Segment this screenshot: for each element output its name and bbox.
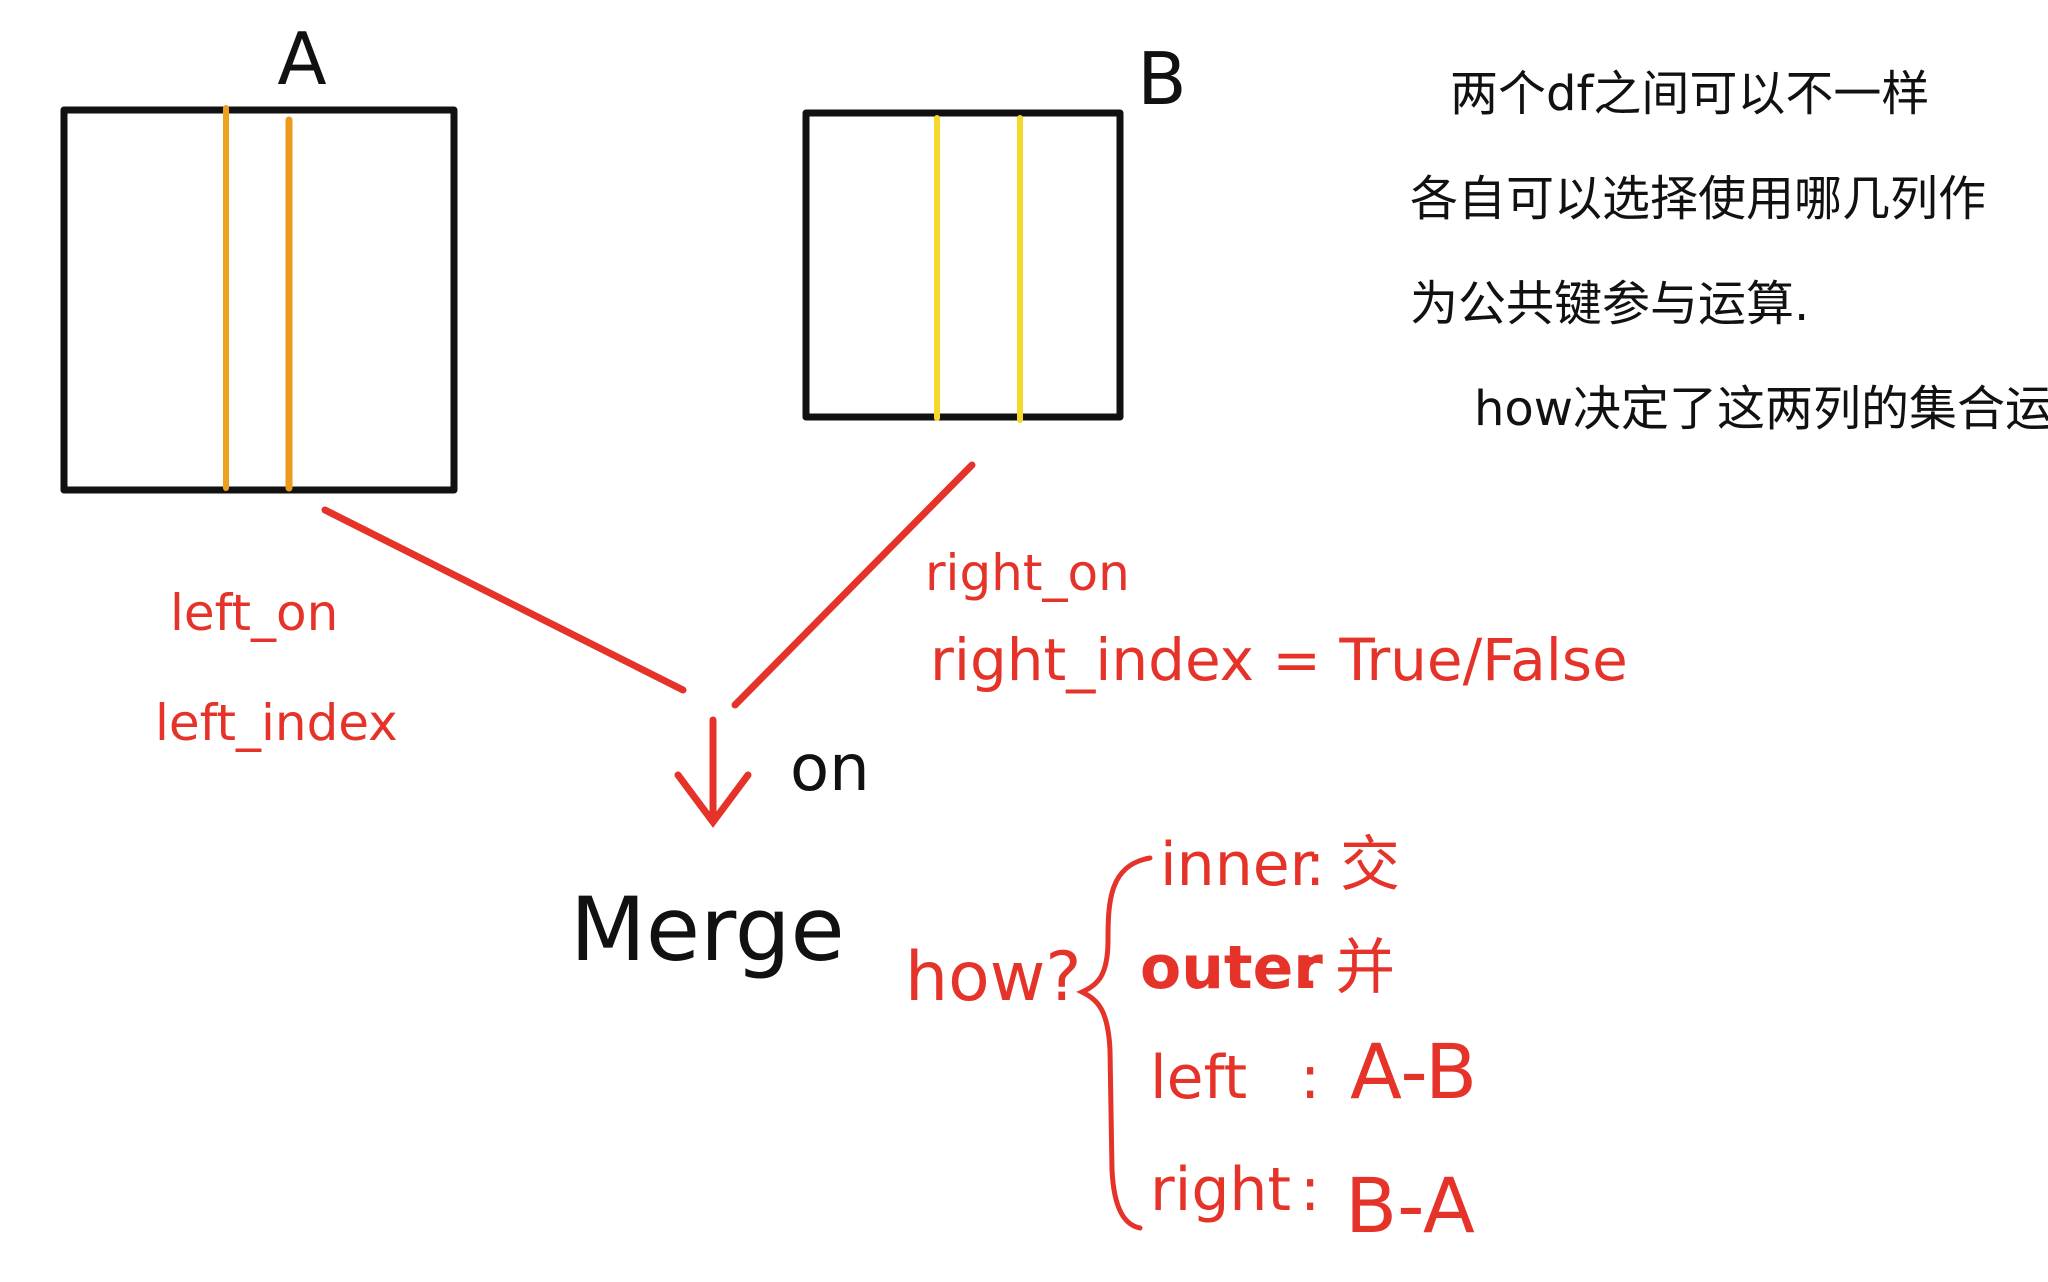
how-option-left-key: left <box>1150 1043 1247 1113</box>
table-a-label: A <box>277 17 326 101</box>
right-index-label: right_index = True/False <box>930 626 1628 694</box>
how-option-inner-key: inner <box>1160 830 1315 900</box>
how-option-outer-sep: : <box>1300 933 1320 1003</box>
left-on-label: left_on <box>170 584 338 642</box>
table-a-box <box>60 106 458 494</box>
how-option-left: left : A-B <box>1150 1027 1477 1116</box>
arrow-from-b <box>731 461 976 709</box>
how-option-right: right : B-A <box>1150 1155 1475 1250</box>
how-option-inner-sep: : <box>1305 830 1325 900</box>
how-option-outer-value: 并 <box>1335 933 1395 1003</box>
how-option-left-value: A-B <box>1350 1027 1477 1116</box>
how-option-outer: outer : 并 <box>1140 933 1395 1003</box>
how-option-inner-value: 交 <box>1340 830 1400 900</box>
note-line-4: how决定了这两列的集合运算 <box>1474 381 2048 437</box>
merge-label: Merge <box>570 878 845 981</box>
on-label: on <box>790 732 870 806</box>
table-b-label: B <box>1137 37 1186 121</box>
how-label: how? <box>905 938 1081 1017</box>
right-params: right_on right_index = True/False <box>925 544 1628 694</box>
how-brace <box>1076 855 1153 1231</box>
table-b-box <box>802 109 1124 421</box>
table-b: B <box>802 37 1187 423</box>
how-option-right-key: right <box>1150 1155 1291 1225</box>
how-options: inner : 交 outer : 并 left : A-B right : B… <box>1140 830 1477 1250</box>
right-on-label: right_on <box>925 544 1130 602</box>
how-option-left-sep: : <box>1300 1043 1320 1113</box>
table-a: A <box>60 17 458 494</box>
left-index-label: left_index <box>155 694 398 752</box>
arrow-from-a <box>321 506 687 694</box>
how-option-right-sep: : <box>1300 1155 1320 1225</box>
how-option-inner: inner : 交 <box>1160 830 1400 900</box>
arrow-down-head <box>674 771 752 828</box>
note-line-1: 两个df之间可以不一样 <box>1450 66 1929 122</box>
note-line-2: 各自可以选择使用哪几列作 <box>1410 171 1986 227</box>
how-option-outer-key: outer <box>1140 933 1323 1003</box>
left-params: left_on left_index <box>155 584 398 752</box>
note-line-3: 为公共键参与运算. <box>1410 276 1809 332</box>
merge-arrows <box>321 461 976 828</box>
note: 两个df之间可以不一样 各自可以选择使用哪几列作 为公共键参与运算. how决定… <box>1410 66 2048 437</box>
how-option-right-value: B-A <box>1345 1161 1475 1250</box>
